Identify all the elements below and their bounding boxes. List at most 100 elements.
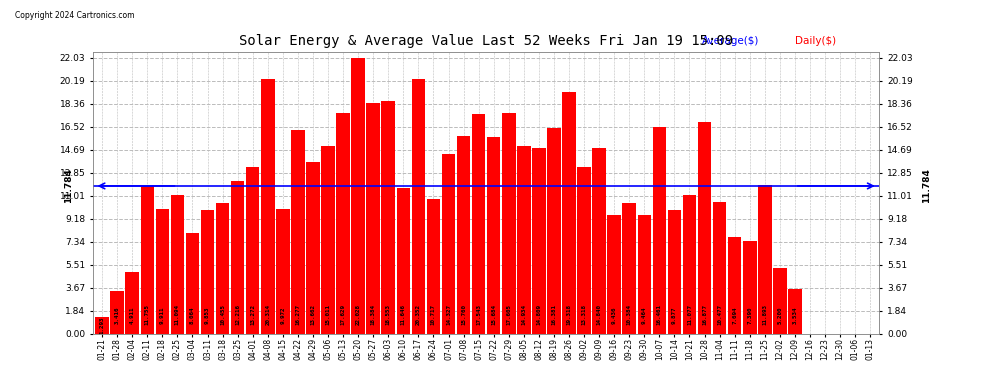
- Text: 13.272: 13.272: [250, 304, 255, 325]
- Text: 9.972: 9.972: [280, 306, 285, 324]
- Bar: [472, 114, 485, 334]
- Text: 7.390: 7.390: [747, 306, 752, 324]
- Text: 16.877: 16.877: [702, 304, 707, 325]
- Bar: [291, 130, 305, 334]
- Bar: [577, 167, 591, 334]
- Bar: [427, 200, 441, 334]
- Text: 10.717: 10.717: [431, 304, 436, 325]
- Bar: [773, 268, 787, 334]
- Text: 10.384: 10.384: [627, 304, 632, 325]
- Text: 19.318: 19.318: [566, 304, 571, 325]
- Bar: [698, 122, 712, 334]
- Text: 12.216: 12.216: [236, 304, 241, 325]
- Bar: [652, 128, 666, 334]
- Text: 20.314: 20.314: [265, 304, 270, 325]
- Bar: [170, 195, 184, 334]
- Text: 11.077: 11.077: [687, 304, 692, 325]
- Bar: [623, 204, 636, 334]
- Text: 22.028: 22.028: [355, 304, 360, 325]
- Bar: [246, 167, 259, 334]
- Bar: [126, 272, 139, 334]
- Bar: [321, 146, 335, 334]
- Text: 14.840: 14.840: [597, 304, 602, 325]
- Bar: [216, 202, 230, 334]
- Text: Copyright 2024 Cartronics.com: Copyright 2024 Cartronics.com: [15, 11, 135, 20]
- Text: 17.629: 17.629: [341, 304, 346, 325]
- Text: 10.477: 10.477: [717, 304, 722, 325]
- Text: 9.877: 9.877: [672, 306, 677, 324]
- Bar: [276, 209, 290, 334]
- Bar: [562, 92, 576, 334]
- Text: 7.694: 7.694: [733, 306, 738, 324]
- Text: Daily($): Daily($): [795, 36, 837, 46]
- Bar: [758, 184, 771, 334]
- Text: Average($): Average($): [702, 36, 759, 46]
- Text: 13.318: 13.318: [581, 304, 586, 325]
- Bar: [713, 202, 727, 334]
- Text: 10.455: 10.455: [220, 304, 225, 325]
- Bar: [667, 210, 681, 334]
- Bar: [351, 58, 365, 334]
- Text: 1.293: 1.293: [100, 317, 105, 334]
- Text: 17.543: 17.543: [476, 304, 481, 325]
- Bar: [742, 241, 756, 334]
- Bar: [231, 180, 245, 334]
- Bar: [487, 137, 501, 334]
- Bar: [547, 128, 560, 334]
- Bar: [306, 162, 320, 334]
- Bar: [683, 195, 696, 334]
- Text: 15.011: 15.011: [326, 304, 331, 325]
- Bar: [412, 79, 425, 334]
- Text: 16.381: 16.381: [551, 304, 556, 325]
- Text: 11.094: 11.094: [175, 304, 180, 325]
- Bar: [728, 237, 742, 334]
- Text: 14.934: 14.934: [522, 304, 527, 325]
- Text: 11.784: 11.784: [64, 168, 73, 203]
- Bar: [337, 113, 349, 334]
- Bar: [456, 136, 470, 334]
- Text: 9.436: 9.436: [612, 306, 617, 324]
- Bar: [201, 210, 214, 334]
- Text: 13.662: 13.662: [311, 304, 316, 325]
- Text: 11.784: 11.784: [923, 168, 932, 203]
- Bar: [95, 317, 109, 334]
- Text: 9.464: 9.464: [642, 306, 646, 324]
- Text: 3.416: 3.416: [115, 306, 120, 324]
- Bar: [788, 289, 802, 334]
- Text: 9.911: 9.911: [159, 306, 165, 324]
- Text: 16.461: 16.461: [656, 304, 662, 325]
- Bar: [638, 215, 651, 334]
- Title: Solar Energy & Average Value Last 52 Weeks Fri Jan 19 15:09: Solar Energy & Average Value Last 52 Wee…: [240, 34, 734, 48]
- Text: 15.760: 15.760: [461, 304, 466, 325]
- Text: 15.684: 15.684: [491, 304, 496, 325]
- Text: 3.534: 3.534: [792, 306, 797, 324]
- Text: 20.352: 20.352: [416, 304, 421, 325]
- Bar: [186, 232, 199, 334]
- Text: 16.277: 16.277: [295, 304, 300, 325]
- Text: 9.853: 9.853: [205, 306, 210, 324]
- Bar: [110, 291, 124, 334]
- Text: 14.809: 14.809: [537, 304, 542, 325]
- Text: 8.064: 8.064: [190, 306, 195, 324]
- Bar: [381, 101, 395, 334]
- Text: 11.893: 11.893: [762, 304, 767, 325]
- Bar: [141, 186, 154, 334]
- Bar: [608, 215, 621, 334]
- Text: 18.384: 18.384: [370, 304, 375, 325]
- Text: 11.755: 11.755: [145, 304, 149, 325]
- Text: 5.200: 5.200: [777, 306, 782, 324]
- Bar: [155, 209, 169, 334]
- Text: 11.646: 11.646: [401, 304, 406, 325]
- Bar: [532, 148, 545, 334]
- Bar: [517, 147, 531, 334]
- Text: 17.605: 17.605: [506, 304, 511, 325]
- Bar: [592, 148, 606, 334]
- Bar: [397, 188, 410, 334]
- Bar: [261, 79, 274, 334]
- Text: 4.911: 4.911: [130, 306, 135, 324]
- Bar: [442, 154, 455, 334]
- Bar: [366, 103, 380, 334]
- Bar: [502, 113, 516, 334]
- Text: 18.553: 18.553: [386, 304, 391, 325]
- Text: 14.327: 14.327: [446, 304, 451, 325]
